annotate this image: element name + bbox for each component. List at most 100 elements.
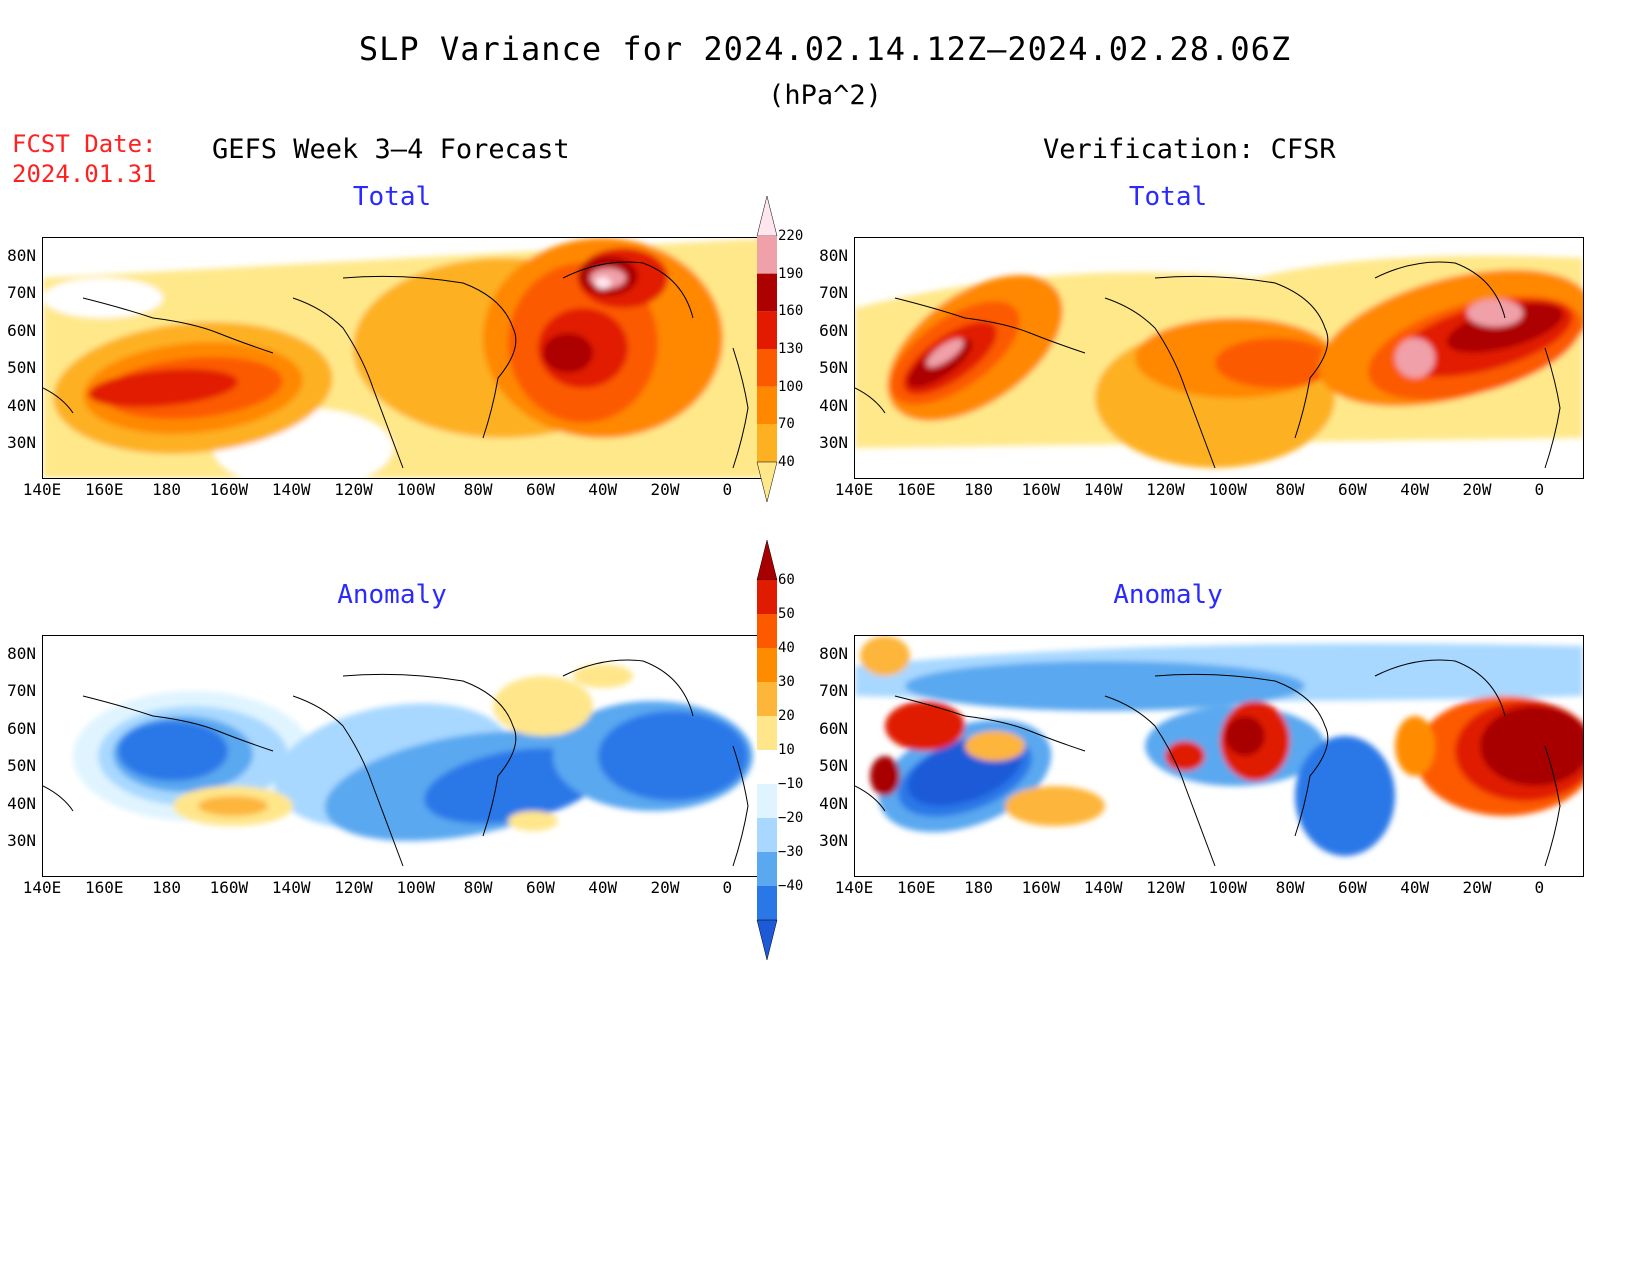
anomaly-colorbar-label: 20 [778, 708, 795, 724]
lon-tick-label: 80W [1275, 480, 1305, 499]
verification-total-map [854, 237, 1584, 479]
lat-tick-label: 40N [7, 794, 36, 813]
forecast-anomaly-map [42, 635, 772, 877]
lat-tick-label: 70N [819, 283, 848, 302]
lon-tick-label: 140W [1083, 480, 1123, 499]
lat-tick-label: 50N [7, 358, 36, 377]
anomaly-colorbar-label: −10 [778, 776, 804, 792]
verification-total-subtitle: Total [1128, 182, 1208, 212]
forecast-anomaly-subtitle: Anomaly [337, 580, 447, 610]
lat-tick-label: 60N [7, 321, 36, 340]
lat-tick-label: 50N [819, 358, 848, 377]
lat-tick-label: 80N [819, 644, 848, 663]
lon-tick-label: 60W [525, 878, 555, 897]
lon-tick-label: 80W [463, 878, 493, 897]
lat-tick-label: 30N [7, 433, 36, 452]
lon-tick-label: 160W [1021, 878, 1061, 897]
total-colorbar-label: 160 [778, 303, 804, 320]
lon-tick-label: 20W [1462, 878, 1492, 897]
lon-tick-label: 20W [1462, 480, 1492, 499]
lon-tick-label: 20W [650, 878, 680, 897]
total-colorbar [756, 196, 778, 502]
anomaly-colorbar-label: 60 [778, 572, 795, 588]
lat-tick-label: 50N [7, 756, 36, 775]
anomaly-colorbar-label: 30 [778, 674, 795, 690]
lon-tick-label: 160E [897, 480, 936, 499]
lon-tick-label: 160W [1021, 480, 1061, 499]
forecast-total-map [42, 237, 772, 479]
chart-title: SLP Variance for 2024.02.14.12Z–2024.02.… [358, 30, 1292, 68]
lon-tick-label: 160W [209, 878, 249, 897]
total-colorbar-label: 220 [778, 228, 804, 244]
lon-tick-label: 20W [650, 480, 680, 499]
lon-tick-label: 140E [22, 480, 62, 499]
lon-tick-label: 180 [152, 878, 182, 897]
lat-tick-label: 40N [7, 396, 36, 415]
lon-tick-label: 120W [334, 480, 373, 499]
anomaly-colorbar [756, 540, 778, 960]
lon-tick-label: 120W [1146, 878, 1185, 897]
verification-anomaly-subtitle: Anomaly [1113, 580, 1223, 610]
lat-tick-label: 80N [819, 246, 848, 265]
total-colorbar-label: 40 [778, 454, 795, 470]
verification-anomaly-map [854, 635, 1584, 877]
lat-tick-label: 70N [7, 283, 36, 302]
lat-tick-label: 30N [819, 433, 848, 452]
verification-header: Verification: CFSR [1043, 134, 1336, 165]
lon-tick-label: 60W [1337, 480, 1367, 499]
lon-tick-label: 160E [85, 480, 124, 499]
lon-tick-label: 160W [209, 480, 249, 499]
lon-tick-label: 140E [834, 878, 874, 897]
lon-tick-label: 140W [271, 480, 311, 499]
lat-tick-label: 80N [7, 246, 36, 265]
fcst-date-value: 2024.01.31 [12, 160, 157, 188]
lon-tick-label: 140W [1083, 878, 1123, 897]
lon-tick-label: 140E [22, 878, 62, 897]
total-colorbar-label: 130 [778, 341, 804, 357]
lon-tick-label: 40W [588, 480, 618, 499]
lon-tick-label: 100W [1208, 480, 1248, 499]
lat-tick-label: 60N [819, 321, 848, 340]
lon-tick-label: 0 [1534, 480, 1545, 499]
lat-tick-label: 30N [819, 831, 848, 850]
lon-tick-label: 0 [722, 878, 733, 897]
lon-tick-label: 100W [396, 480, 436, 499]
lat-tick-label: 60N [819, 719, 848, 738]
fcst-date-label: FCST Date: [12, 130, 157, 158]
lat-tick-label: 40N [819, 396, 848, 415]
lat-tick-label: 60N [7, 719, 36, 738]
units-label: (hPa^2) [768, 80, 882, 111]
lat-tick-label: 40N [819, 794, 848, 813]
total-colorbar-label: 70 [778, 416, 795, 433]
anomaly-colorbar-label: 10 [778, 742, 795, 758]
lon-tick-label: 140E [834, 480, 874, 499]
lon-tick-label: 80W [463, 480, 493, 499]
forecast-total-subtitle: Total [352, 182, 432, 212]
anomaly-colorbar-label: 40 [778, 640, 795, 656]
lon-tick-label: 120W [334, 878, 373, 897]
lon-tick-label: 40W [1400, 878, 1430, 897]
lon-tick-label: 100W [396, 878, 436, 897]
lat-tick-label: 50N [819, 756, 848, 775]
anomaly-colorbar-label: −20 [778, 810, 804, 826]
lon-tick-label: 160E [85, 878, 124, 897]
lon-tick-label: 100W [1208, 878, 1248, 897]
lon-tick-label: 180 [964, 878, 994, 897]
lon-tick-label: 0 [1534, 878, 1545, 897]
lon-tick-label: 80W [1275, 878, 1305, 897]
total-colorbar-label: 100 [778, 378, 804, 395]
lon-tick-label: 120W [1146, 480, 1185, 499]
lon-tick-label: 180 [152, 480, 182, 499]
anomaly-colorbar-label: −40 [778, 878, 804, 894]
anomaly-colorbar-label: 50 [778, 606, 795, 622]
lon-tick-label: 60W [525, 480, 555, 499]
lat-tick-label: 30N [7, 831, 36, 850]
lon-tick-label: 60W [1337, 878, 1367, 897]
lon-tick-label: 160E [897, 878, 936, 897]
forecast-header: GEFS Week 3–4 Forecast [212, 134, 570, 165]
lat-tick-label: 70N [819, 681, 848, 700]
anomaly-colorbar-label: −30 [778, 844, 804, 860]
lat-tick-label: 70N [7, 681, 36, 700]
lon-tick-label: 40W [1400, 480, 1430, 499]
lon-tick-label: 0 [722, 480, 733, 499]
